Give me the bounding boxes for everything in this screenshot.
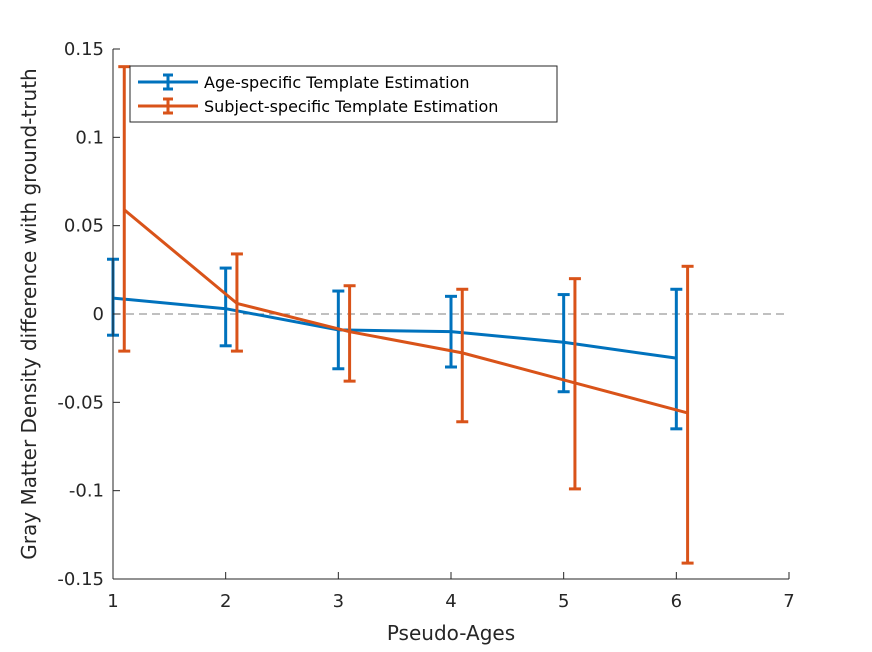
series-line (112, 296, 677, 360)
legend-box (129, 65, 558, 123)
series-2 (118, 65, 694, 565)
legend-entry: Subject-specific Template Estimation (138, 97, 498, 116)
legend: Age-specific Template Estimation Subject-… (129, 65, 558, 123)
legend-label: Age-specific Template Estimation (204, 73, 470, 92)
x-tick-label: 5 (558, 591, 569, 612)
error-bar (568, 277, 581, 491)
x-tick-label: 3 (333, 591, 344, 612)
x-tick-label: 4 (445, 591, 456, 612)
x-tick-label: 6 (671, 591, 682, 612)
x-tick-label: 2 (220, 591, 231, 612)
legend-entry: Age-specific Template Estimation (138, 73, 470, 92)
y-tick-label: -0.1 (69, 481, 104, 502)
x-tick-label: 1 (107, 591, 118, 612)
error-bar (456, 287, 469, 424)
y-tick-label: 0.15 (64, 39, 104, 60)
series-1 (107, 257, 683, 431)
error-bar (230, 252, 243, 353)
error-bar (681, 264, 694, 565)
error-bar (557, 293, 570, 394)
y-tick-label: 0 (93, 304, 104, 325)
plot-area (107, 65, 789, 565)
y-tick-label: -0.05 (57, 392, 104, 413)
error-bar (219, 266, 232, 348)
y-tick-label: 0.05 (64, 216, 104, 237)
x-tick-label: 7 (783, 591, 794, 612)
error-bar (670, 287, 683, 431)
error-bar (445, 294, 457, 369)
error-bar (118, 65, 131, 353)
legend-label: Subject-specific Template Estimation (204, 97, 498, 116)
series-line (123, 208, 688, 415)
error-bar (343, 284, 356, 383)
x-axis-label: Pseudo-Ages (387, 621, 515, 645)
axes: 1 2 3 4 5 6 7 -0.15 -0.1 -0.05 0 0.05 0.1 0.15 (57, 39, 794, 612)
y-axis-label: Gray Matter Density difference with grou… (17, 68, 41, 559)
y-tick-label: 0.1 (75, 127, 104, 148)
y-tick-label: -0.15 (57, 569, 104, 590)
